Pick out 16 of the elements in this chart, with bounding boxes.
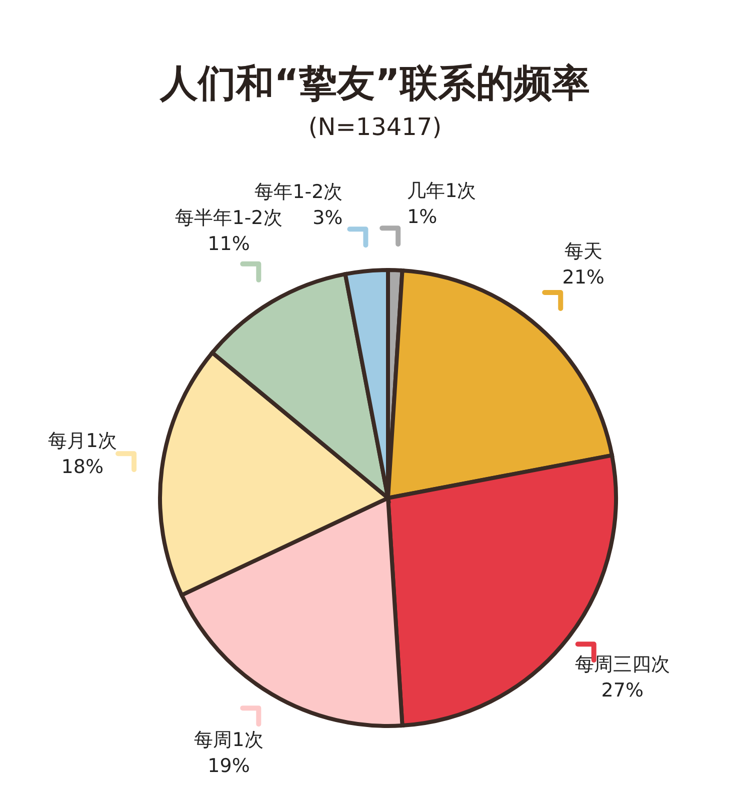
slice-label: 每年1-2次	[254, 181, 343, 204]
slice-label: 几年1次	[407, 180, 476, 202]
data-label: 18%	[61, 456, 104, 478]
slice-label: 每半年1-2次	[175, 207, 282, 230]
data-label: 3%	[312, 207, 343, 230]
data-label: 1%	[407, 206, 438, 228]
data-label: 11%	[208, 233, 250, 256]
data-label: 27%	[601, 680, 644, 702]
slice-label: 每天	[564, 240, 602, 263]
slice-label: 每周1次	[194, 728, 264, 751]
chart-title: 人们和“挚友”联系的频率	[158, 60, 591, 107]
data-label: 19%	[208, 754, 250, 777]
slice-label: 每周三四次	[574, 654, 670, 676]
data-label: 21%	[562, 266, 604, 289]
chart-subtitle: (N=13417)	[307, 113, 443, 141]
slice-label: 每月1次	[48, 430, 117, 452]
